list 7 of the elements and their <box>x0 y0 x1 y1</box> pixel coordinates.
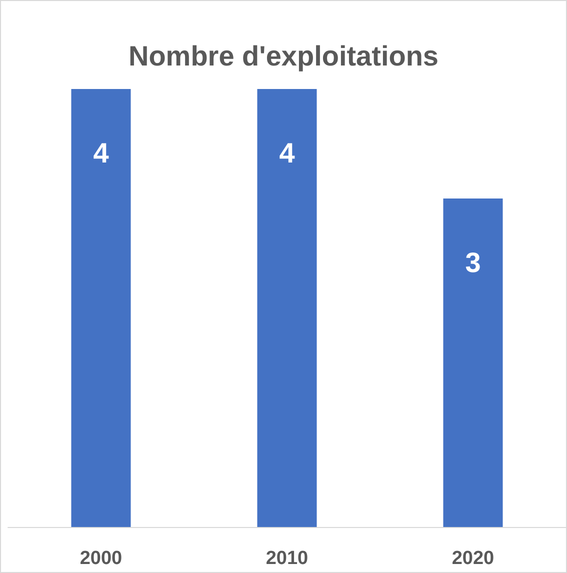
chart-title: Nombre d'exploitations <box>128 40 439 72</box>
x-tick-label: 2000 <box>80 548 122 569</box>
data-label: 4 <box>279 138 296 168</box>
x-tick-label: 2020 <box>452 548 494 569</box>
data-label: 3 <box>465 247 481 278</box>
data-label: 4 <box>93 138 110 168</box>
x-tick-label: 2010 <box>266 548 308 569</box>
